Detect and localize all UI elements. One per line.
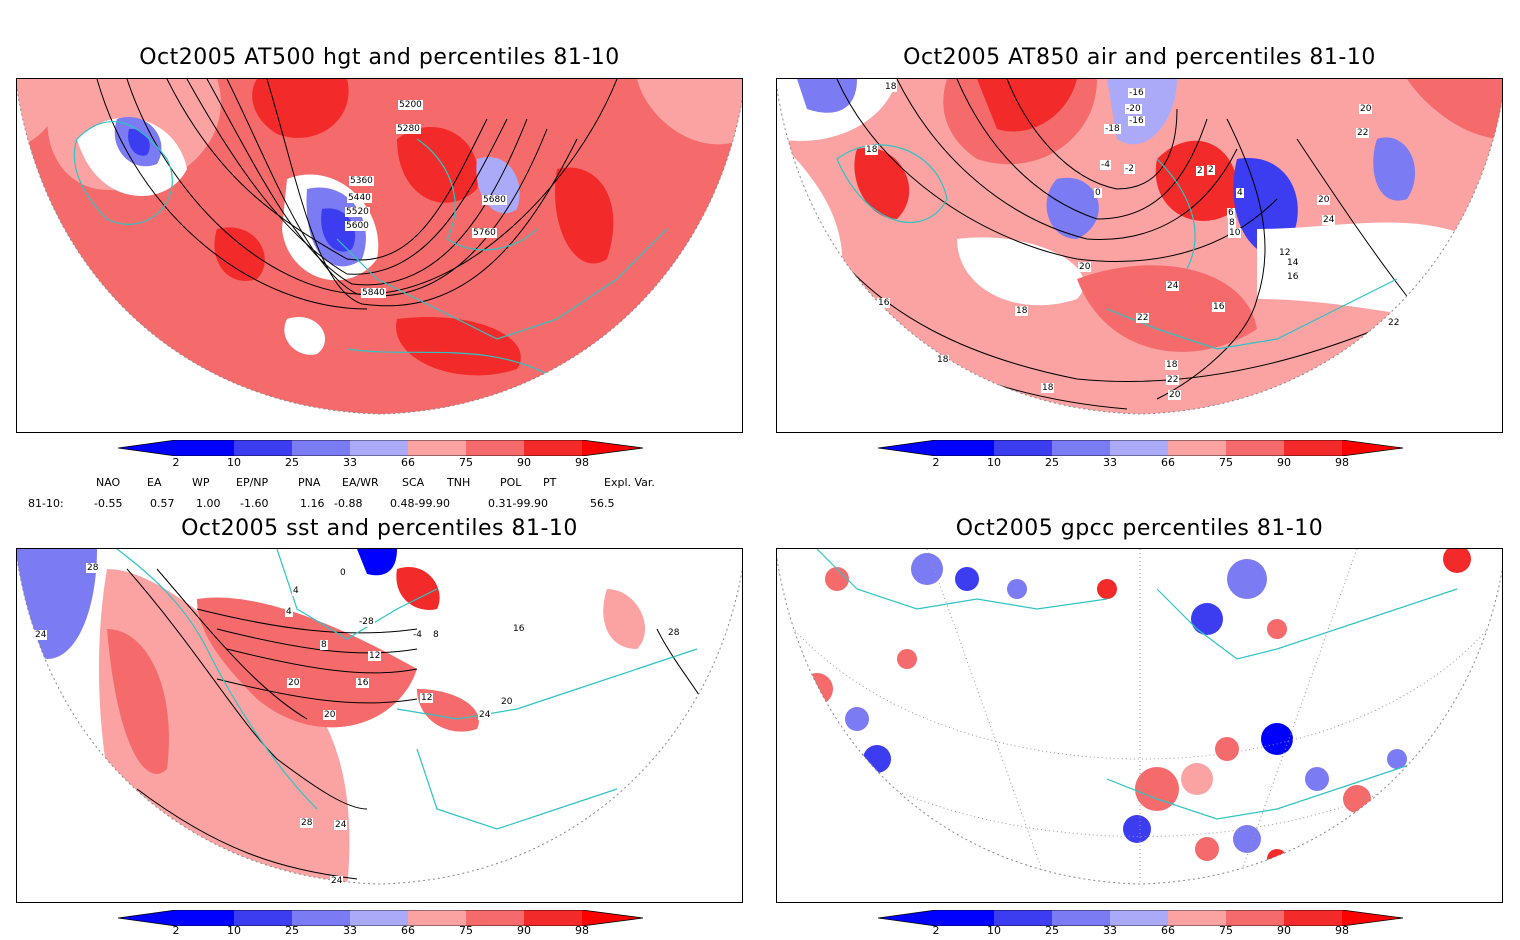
cb-label-10: 10 (987, 456, 1001, 469)
hdr-tnh: TNH (447, 476, 471, 489)
hdr-eawr: EA/WR (342, 476, 379, 489)
cb-label-98: 98 (575, 924, 589, 937)
colorbar-svg (877, 439, 1404, 457)
map-svg-at850 (777, 79, 1502, 415)
cb-label-90: 90 (517, 456, 531, 469)
map-panel-at500-hgt (16, 78, 743, 433)
val-wp: 1.00 (196, 497, 221, 510)
hdr-nao: NAO (96, 476, 121, 489)
coastlines (116, 549, 698, 830)
cb-label-75: 75 (1219, 924, 1233, 937)
cb-label-98: 98 (575, 456, 589, 469)
panel3-title: Oct2005 sst and percentiles 81-10 (181, 516, 578, 541)
hdr-sca: SCA (402, 476, 425, 489)
coastlines (836, 144, 1398, 350)
cb-label-10: 10 (227, 924, 241, 937)
cb-label-75: 75 (459, 456, 473, 469)
cb-label-90: 90 (1277, 924, 1291, 937)
cb-label-33: 33 (1103, 456, 1117, 469)
val-epnp: -1.60 (240, 497, 269, 510)
cb-label-90: 90 (517, 924, 531, 937)
cb-label-66: 66 (401, 456, 415, 469)
colorbar-svg (117, 909, 644, 927)
hdr-pna: PNA (298, 476, 321, 489)
val-pol-pt: 0.31-99.90 (488, 497, 548, 510)
colorbar-svg (117, 439, 644, 457)
coastlines (73, 121, 668, 380)
teleconnection-indices: NAO EA WP EP/NP PNA EA/WR SCA TNH POL PT… (0, 474, 760, 514)
cb-label-66: 66 (1161, 924, 1175, 937)
map-panel-at850-air (776, 78, 1503, 433)
val-ea: 0.57 (150, 497, 175, 510)
map-panel-sst (16, 548, 743, 903)
cb-label-2: 2 (932, 456, 940, 469)
map-svg-at500 (17, 79, 742, 415)
cb-label-33: 33 (1103, 924, 1117, 937)
hdr-pol: POL (500, 476, 522, 489)
cb-label-2: 2 (172, 924, 180, 937)
cb-label-25: 25 (1045, 924, 1059, 937)
cb-label-90: 90 (1277, 456, 1291, 469)
val-sca-tnh: 0.48-99.90 (390, 497, 450, 510)
val-nao: -0.55 (94, 497, 123, 510)
val-pna: 1.16 (300, 497, 325, 510)
cb-label-98: 98 (1335, 456, 1349, 469)
cb-label-66: 66 (401, 924, 415, 937)
cb-label-75: 75 (459, 924, 473, 937)
cb-label-2: 2 (932, 924, 940, 937)
hdr-explvar: Expl. Var. (604, 476, 655, 489)
cb-label-10: 10 (987, 924, 1001, 937)
cb-label-66: 66 (1161, 456, 1175, 469)
panel4-title: Oct2005 gpcc percentiles 81-10 (955, 516, 1324, 541)
val-explvar: 56.5 (590, 497, 615, 510)
colorbar-bottom-right: 2 10 25 33 66 75 90 98 (877, 909, 1404, 940)
hdr-wp: WP (192, 476, 210, 489)
colorbar-top-left: 2 10 25 33 66 75 90 98 (117, 439, 644, 470)
cb-label-98: 98 (1335, 924, 1349, 937)
map-svg-sst (17, 549, 742, 885)
precip-blobs (801, 549, 1471, 869)
cb-label-2: 2 (172, 456, 180, 469)
panel1-title: Oct2005 AT500 hgt and percentiles 81-10 (139, 45, 620, 70)
hdr-pt: PT (543, 476, 557, 489)
cb-label-25: 25 (285, 924, 299, 937)
colorbar-bottom-left: 2 10 25 33 66 75 90 98 (117, 909, 644, 940)
map-panel-gpcc (776, 548, 1503, 903)
row-label: 81-10: (28, 497, 64, 510)
colorbar-top-right: 2 10 25 33 66 75 90 98 (877, 439, 1404, 470)
cb-label-10: 10 (227, 456, 241, 469)
height-contours (96, 79, 618, 310)
val-eawr: -0.88 (334, 497, 363, 510)
hdr-epnp: EP/NP (236, 476, 269, 489)
cb-label-33: 33 (343, 456, 357, 469)
colorbar-svg (877, 909, 1404, 927)
panel2-title: Oct2005 AT850 air and percentiles 81-10 (903, 45, 1376, 70)
cb-label-75: 75 (1219, 456, 1233, 469)
cb-label-25: 25 (285, 456, 299, 469)
lat-lon-grid (777, 549, 1502, 884)
hdr-ea: EA (147, 476, 162, 489)
cb-label-25: 25 (1045, 456, 1059, 469)
cb-label-33: 33 (343, 924, 357, 937)
map-svg-gpcc (777, 549, 1502, 885)
